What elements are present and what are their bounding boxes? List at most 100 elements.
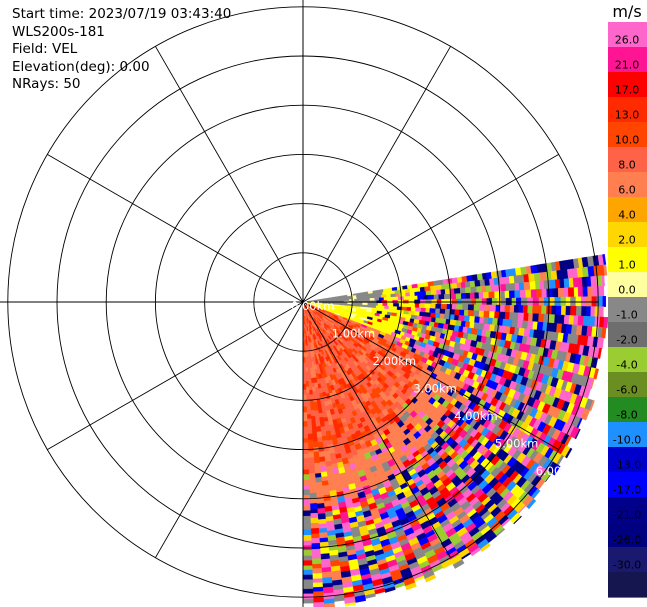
velocity-gate	[483, 310, 490, 319]
velocity-gate	[463, 309, 469, 317]
velocity-gate	[518, 305, 524, 314]
velocity-gate	[390, 293, 397, 298]
velocity-gate	[302, 412, 308, 417]
velocity-gate	[317, 507, 326, 515]
colorbar-segment	[608, 22, 647, 48]
velocity-gate	[505, 283, 511, 292]
velocity-gate	[453, 287, 461, 295]
velocity-gate	[465, 292, 471, 300]
velocity-gate	[563, 314, 570, 325]
velocity-gate	[405, 582, 417, 591]
velocity-gate	[522, 305, 529, 314]
velocity-gate	[309, 508, 318, 514]
velocity-gate	[415, 307, 422, 313]
velocity-gate	[323, 602, 335, 607]
velocity-gate	[319, 547, 330, 555]
elevation-label: Elevation(deg): 0.00	[12, 58, 150, 75]
velocity-gate	[480, 542, 491, 552]
velocity-gate	[581, 306, 588, 317]
colorbar-segment	[608, 297, 647, 323]
velocity-gate	[558, 314, 565, 325]
velocity-gate	[424, 303, 431, 309]
velocity-gate	[302, 489, 310, 496]
velocity-gate	[528, 273, 536, 283]
velocity-gate	[302, 457, 309, 464]
velocity-gate	[429, 303, 436, 309]
velocity-gate	[433, 294, 440, 300]
velocity-gate	[585, 410, 591, 421]
velocity-gate	[455, 320, 462, 327]
velocity-gate	[410, 307, 416, 312]
velocity-gate	[514, 282, 520, 291]
velocity-gate	[440, 318, 447, 325]
velocity-gate	[526, 498, 537, 510]
velocity-gate	[317, 513, 326, 520]
velocity-gate	[473, 322, 481, 330]
velocity-gate	[574, 428, 581, 440]
velocity-gate	[555, 305, 562, 316]
velocity-gate	[563, 278, 570, 289]
velocity-gate	[302, 389, 307, 395]
velocity-gate	[464, 281, 471, 288]
velocity-gate	[586, 306, 592, 317]
velocity-gate	[302, 432, 308, 439]
colorbar-segment	[608, 197, 647, 223]
range-ring-labels: 0.00km 1.00km 2.00km 3.00km 4.00km 5.00km 6.00…	[291, 299, 579, 478]
velocity-gate	[598, 306, 604, 318]
velocity-gate	[603, 316, 609, 329]
velocity-gate	[519, 289, 527, 299]
nrays-label: NRays: 50	[12, 76, 81, 92]
velocity-gate	[451, 304, 457, 310]
colorbar-segment	[608, 272, 647, 298]
colorbar-segment	[608, 547, 647, 573]
velocity-gate	[458, 309, 465, 316]
velocity-gate	[565, 305, 571, 316]
velocity-gate	[596, 296, 603, 307]
velocity-gate	[409, 288, 415, 293]
velocity-gate	[509, 283, 516, 292]
velocity-gate	[302, 438, 309, 444]
velocity-gate	[302, 383, 307, 391]
velocity-gate	[393, 303, 400, 308]
velocity-gate	[444, 293, 451, 300]
colorbar-tick-label: 21.0	[615, 59, 640, 72]
velocity-gate	[603, 264, 608, 276]
velocity-gate	[469, 315, 476, 323]
velocity-gate	[305, 376, 309, 382]
velocity-gate	[570, 305, 577, 316]
velocity-gate	[308, 472, 316, 480]
velocity-gate	[592, 285, 599, 297]
velocity-gate	[484, 304, 491, 312]
colorbar-segment	[608, 372, 647, 398]
velocity-gate	[479, 304, 486, 312]
velocity-gate	[434, 313, 441, 319]
velocity-gate	[302, 442, 309, 450]
velocity-gate	[313, 406, 319, 412]
colorbar-tick-label: -26.0	[613, 534, 641, 547]
velocity-gate	[479, 279, 486, 287]
range-ring-label: 2.00km	[373, 354, 416, 368]
velocity-gate	[310, 415, 316, 421]
velocity-gate	[435, 284, 443, 291]
velocity-gate	[541, 288, 548, 298]
velocity-gate	[532, 305, 537, 314]
velocity-gate	[304, 353, 308, 358]
velocity-gate	[485, 285, 492, 293]
velocity-gate	[529, 281, 537, 291]
velocity-gate	[504, 290, 510, 299]
velocity-gate	[305, 380, 310, 388]
velocity-gate	[575, 306, 582, 317]
start-time-label: Start time: 2023/07/19 03:43:40	[12, 6, 232, 22]
velocity-gate	[602, 296, 606, 308]
velocity-gate	[439, 308, 446, 315]
velocity-gate	[478, 310, 485, 318]
range-ring-grid	[0, 0, 599, 607]
azimuth-spoke	[155, 301, 304, 558]
velocity-gate	[304, 362, 308, 368]
velocity-gate	[597, 285, 605, 297]
velocity-gate	[483, 317, 489, 325]
colorbar-tick-label: -6.0	[616, 384, 637, 397]
azimuth-spoke	[47, 301, 304, 450]
velocity-gate	[312, 578, 323, 584]
velocity-gate	[420, 307, 427, 313]
